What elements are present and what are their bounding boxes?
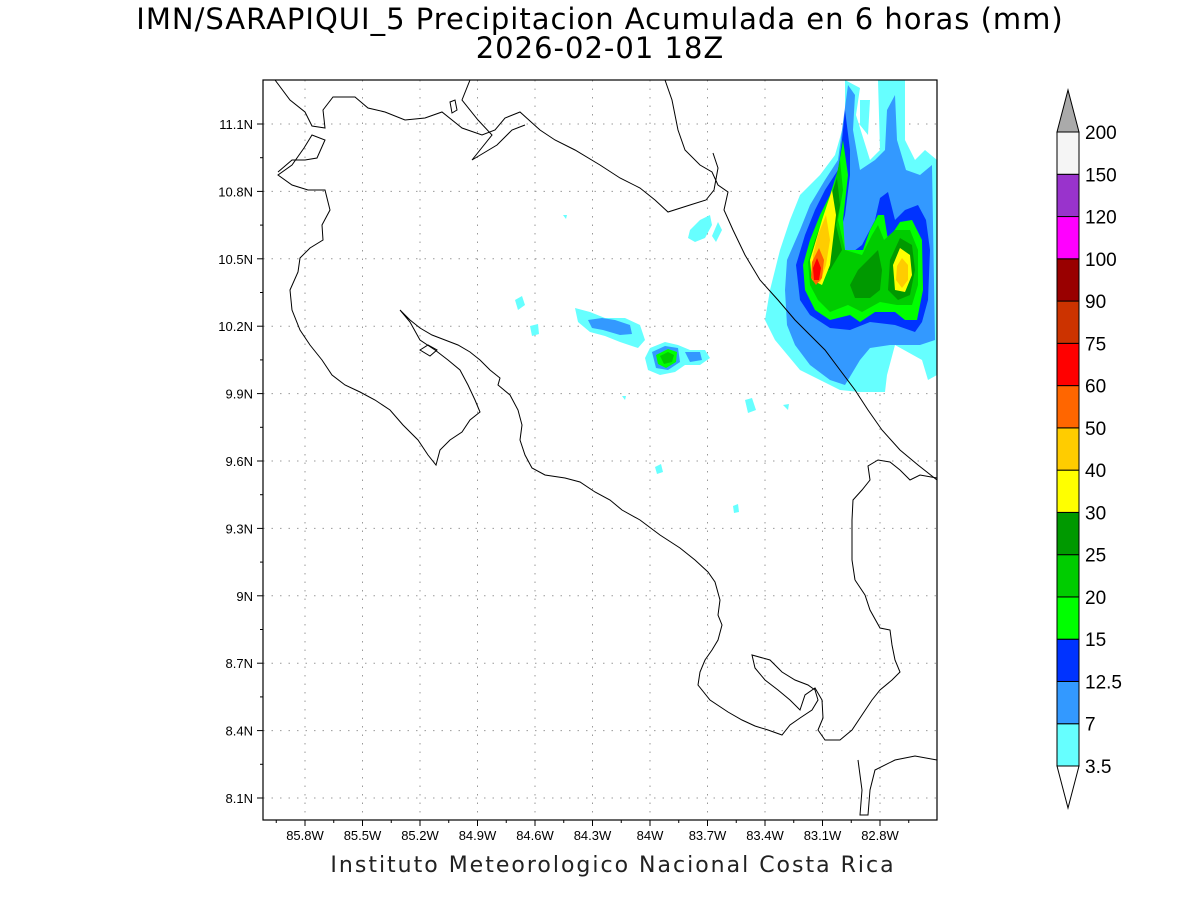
lon-tick-label: 82.8W — [861, 828, 899, 843]
precip-area-40mm — [813, 215, 908, 288]
precip-speck-8 — [622, 396, 626, 400]
lat-tick-label: 10.8N — [218, 184, 253, 199]
lon-tick-label: 84W — [637, 828, 664, 843]
colorbar-swatch — [1056, 258, 1080, 302]
lon-tick-label: 83.4W — [746, 828, 784, 843]
colorbar-swatch — [1056, 427, 1080, 471]
map-title: IMN/SARAPIQUI_5 Precipitacion Acumulada … — [136, 2, 1064, 36]
precip-speck-3 — [745, 398, 756, 413]
coastlines — [274, 80, 937, 816]
colorbar-label: 25 — [1085, 546, 1106, 567]
colorbar-swatch — [1056, 131, 1080, 175]
colorbar-label: 30 — [1085, 503, 1106, 524]
colorbar-label: 40 — [1085, 461, 1106, 482]
colorbar-swatch — [1056, 173, 1080, 218]
colorbar-label: 75 — [1085, 334, 1106, 355]
precipitation-fields — [515, 80, 937, 513]
precip-cell-coast — [688, 215, 722, 242]
osa-peninsula — [857, 755, 937, 816]
colorbar-swatch — [1056, 342, 1080, 387]
colorbar-label: 150 — [1085, 165, 1117, 186]
colorbar-swatch — [1056, 511, 1080, 556]
colorbar-label: 20 — [1085, 588, 1106, 609]
lat-tick-label: 8.1N — [226, 791, 253, 806]
precip-speck-1 — [515, 296, 525, 310]
colorbar-label: 3.5 — [1085, 757, 1111, 778]
lat-tick-label: 8.4N — [226, 724, 253, 739]
northeast-coast — [664, 80, 937, 481]
colorbar-label: 12.5 — [1085, 672, 1122, 693]
lat-tick-label: 11.1N — [219, 117, 253, 132]
colorbar-label: 100 — [1085, 250, 1117, 271]
lon-tick-label: 85.5W — [344, 828, 382, 843]
nicoya-island — [419, 344, 438, 357]
colorbar-label: 60 — [1085, 377, 1106, 398]
precip-area-30mm — [810, 190, 912, 292]
colorbar-swatch — [1056, 385, 1080, 429]
lon-tick-label: 83.1W — [804, 828, 842, 843]
colorbar: 3.5 7 12.5 15 20 25 30 40 50 60 75 90 100 120 150 200 — [1056, 88, 1122, 810]
precip-gap — [860, 100, 870, 135]
precip-cell-central-1-core — [588, 318, 632, 335]
plot-frame — [262, 79, 938, 821]
panama-border — [851, 459, 937, 581]
lat-tick-label: 9.6N — [226, 454, 253, 469]
colorbar-swatch — [1056, 680, 1080, 725]
colorbar-swatch — [1056, 300, 1080, 344]
lon-tick-label: 83.7W — [689, 828, 727, 843]
colorbar-label: 120 — [1085, 208, 1117, 229]
colorbar-swatch — [1056, 638, 1080, 682]
precip-speck-7 — [563, 215, 567, 219]
precip-speck-5 — [733, 504, 739, 513]
lon-tick-label: 84.9W — [459, 828, 497, 843]
nicaragua-north-coast — [461, 80, 526, 161]
precip-cell-central-2-mid — [660, 352, 674, 364]
precip-speck-2 — [530, 324, 539, 336]
colorbar-bottom-triangle — [1056, 765, 1080, 810]
precip-speck-6 — [783, 404, 789, 410]
colorbar-swatch — [1056, 596, 1080, 640]
colorbar-label: 7 — [1085, 715, 1096, 736]
lon-tick-label: 84.3W — [574, 828, 612, 843]
lake-island — [449, 99, 458, 114]
lat-tick-label: 9N — [236, 589, 253, 604]
precip-speck-4 — [655, 464, 663, 474]
lon-tick-label: 85.2W — [401, 828, 439, 843]
colorbar-swatch — [1056, 723, 1080, 767]
colorbar-label: 50 — [1085, 419, 1106, 440]
lon-tick-label: 85.8W — [286, 828, 324, 843]
lat-tick-label: 10.5N — [218, 252, 253, 267]
latitude-axis: 11.1N 10.8N 10.5N 10.2N 9.9N 9.6N 9.3N 9N 8.7N 8.… — [218, 117, 263, 806]
colorbar-label: 15 — [1085, 630, 1106, 651]
pacific-coast — [277, 134, 901, 741]
colorbar-swatch — [1056, 216, 1080, 260]
lat-tick-label: 9.9N — [226, 387, 253, 402]
lat-tick-label: 9.3N — [226, 521, 253, 536]
colorbar-swatch — [1056, 469, 1080, 513]
lon-tick-label: 84.6W — [516, 828, 554, 843]
credit-text: Instituto Meteorologico Nacional Costa R… — [330, 853, 896, 878]
colorbar-label: 200 — [1085, 123, 1117, 144]
map-subtitle: 2026-02-01 18Z — [475, 31, 725, 65]
lat-tick-label: 8.7N — [226, 656, 253, 671]
precip-area-60mm — [813, 258, 821, 280]
colorbar-label: 90 — [1085, 292, 1106, 313]
colorbar-swatch — [1056, 554, 1080, 598]
precip-area-25mm — [812, 178, 915, 300]
nicaragua-border — [274, 80, 719, 213]
colorbar-top-triangle — [1056, 88, 1080, 133]
lat-tick-label: 10.2N — [218, 319, 253, 334]
longitude-axis: 85.8W 85.5W 85.2W 84.9W 84.6W 84.3W 84W 83.7W 83… — [275, 820, 910, 843]
